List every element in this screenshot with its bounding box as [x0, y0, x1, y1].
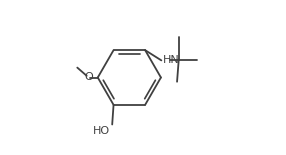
Text: HO: HO [93, 126, 110, 136]
Text: O: O [84, 73, 93, 82]
Text: HN: HN [163, 55, 180, 64]
